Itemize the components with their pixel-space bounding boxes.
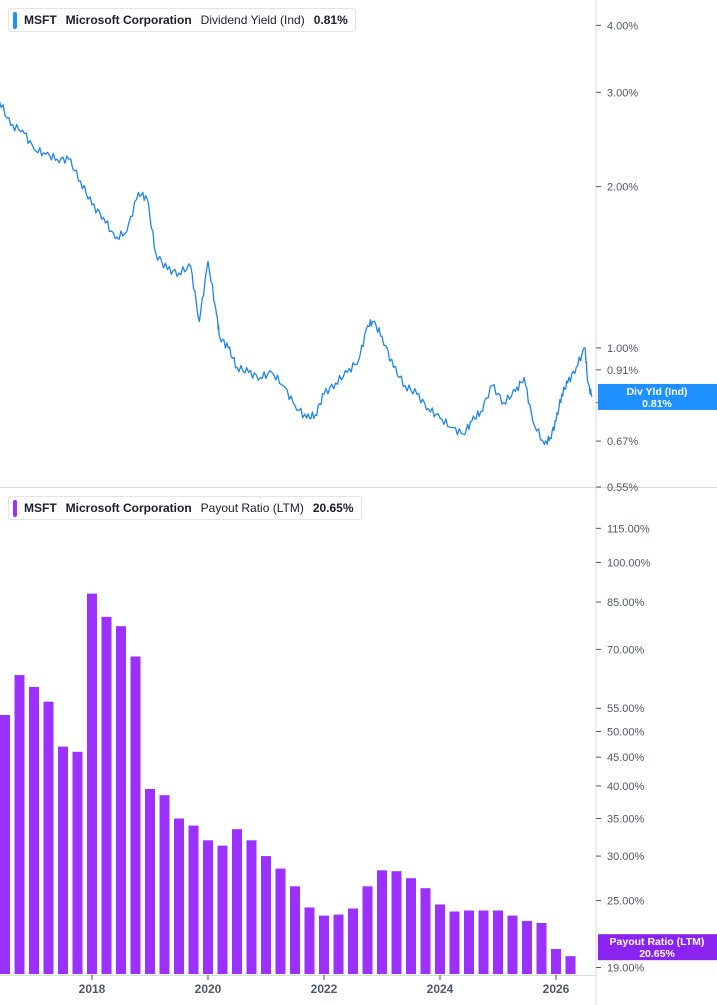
- x-tick-label: 2022: [311, 982, 338, 996]
- payout-bar: [0, 715, 10, 974]
- yield-tag-value: 0.81%: [642, 398, 672, 410]
- yield-y-tick-label: 0.91%: [607, 365, 638, 377]
- yield-y-tick-label: 1.00%: [607, 343, 638, 355]
- payout-y-tick-label: 85.00%: [607, 597, 645, 609]
- payout-bar: [507, 915, 518, 974]
- payout-bar: [159, 795, 170, 974]
- payout-bar: [232, 829, 242, 974]
- x-tick-label: 2020: [195, 982, 222, 996]
- payout-bar: [551, 949, 561, 974]
- payout-bar: [420, 888, 431, 974]
- payout-bar: [188, 825, 199, 974]
- payout-y-tick-label: 50.00%: [607, 726, 645, 738]
- x-tick-label: 2024: [427, 982, 454, 996]
- payout-legend-metric: Payout Ratio (LTM): [200, 501, 304, 515]
- payout-bar: [145, 789, 155, 974]
- payout-bar: [478, 910, 489, 974]
- payout-bar: [130, 656, 141, 974]
- payout-y-tick-label: 40.00%: [607, 781, 645, 793]
- payout-y-tick-label: 25.00%: [607, 896, 645, 908]
- yield-legend-swatch: [13, 11, 17, 29]
- payout-bar: [464, 910, 474, 974]
- yield-value-tag: Div Yld (Ind)0.81%: [598, 383, 717, 410]
- yield-legend-company: Microsoft Corporation: [65, 13, 192, 27]
- yield-series-line: [0, 100, 593, 446]
- yield-tag-label: Div Yld (Ind): [626, 386, 687, 398]
- payout-bar: [536, 923, 547, 974]
- payout-bar: [87, 593, 97, 974]
- payout-value-tag: Payout Ratio (LTM)20.65%: [598, 934, 717, 961]
- payout-bar: [246, 840, 257, 974]
- payout-legend-swatch: [13, 499, 17, 517]
- payout-bar: [203, 840, 213, 974]
- payout-bar: [391, 871, 402, 974]
- payout-y-tick-label: 19.00%: [607, 962, 645, 974]
- payout-bar: [333, 914, 344, 974]
- payout-y-tick-label: 30.00%: [607, 851, 645, 863]
- payout-y-tick-label: 70.00%: [607, 644, 645, 656]
- payout-bar: [261, 856, 271, 974]
- payout-bar: [29, 687, 39, 974]
- payout-y-tick-label: 45.00%: [607, 752, 645, 764]
- payout-bar: [493, 910, 503, 974]
- payout-bar: [116, 626, 126, 974]
- yield-y-tick-label: 2.00%: [607, 182, 638, 194]
- yield-legend-value: 0.81%: [313, 13, 348, 27]
- x-tick-label: 2018: [79, 982, 106, 996]
- payout-bar: [58, 746, 68, 974]
- payout-bar: [319, 915, 329, 974]
- payout-legend-ticker: MSFT: [24, 501, 57, 515]
- payout-bar: [275, 868, 286, 974]
- payout-bar: [174, 818, 184, 974]
- payout-bar: [377, 870, 387, 974]
- yield-y-tick-label: 3.00%: [607, 87, 638, 99]
- payout-bar: [362, 886, 373, 974]
- yield-y-tick-label: 0.55%: [607, 482, 638, 494]
- payout-bar: [43, 701, 54, 974]
- payout-bar: [435, 904, 445, 974]
- yield-legend-ticker: MSFT: [24, 13, 57, 27]
- payout-legend-company: Microsoft Corporation: [65, 501, 192, 515]
- payout-bar: [290, 886, 300, 974]
- payout-y-tick-label: 100.00%: [607, 557, 651, 569]
- payout-bar: [14, 675, 25, 974]
- payout-bar: [449, 911, 460, 974]
- payout-y-tick-label: 115.00%: [607, 523, 650, 535]
- payout-y-tick-label: 55.00%: [607, 703, 645, 715]
- yield-y-tick-label: 0.67%: [607, 436, 638, 448]
- yield-legend-metric: Dividend Yield (Ind): [200, 13, 305, 27]
- yield-y-tick-label: 4.00%: [607, 20, 638, 32]
- payout-legend-value: 20.65%: [312, 501, 354, 515]
- payout-bar: [522, 920, 532, 974]
- payout-tag-value: 20.65%: [639, 948, 675, 960]
- payout-bar: [406, 878, 416, 974]
- yield-legend[interactable]: MSFT Microsoft Corporation Dividend Yiel…: [8, 8, 356, 32]
- payout-bar: [101, 616, 112, 974]
- payout-legend[interactable]: MSFT Microsoft Corporation Payout Ratio …: [8, 496, 362, 520]
- x-tick-label: 2026: [543, 982, 570, 996]
- payout-bar: [72, 751, 83, 974]
- payout-bar: [348, 908, 358, 974]
- payout-tag-label: Payout Ratio (LTM): [610, 936, 705, 948]
- payout-bar: [304, 907, 315, 974]
- payout-bar: [217, 845, 228, 974]
- payout-y-tick-label: 35.00%: [607, 813, 645, 825]
- payout-bar: [565, 956, 576, 974]
